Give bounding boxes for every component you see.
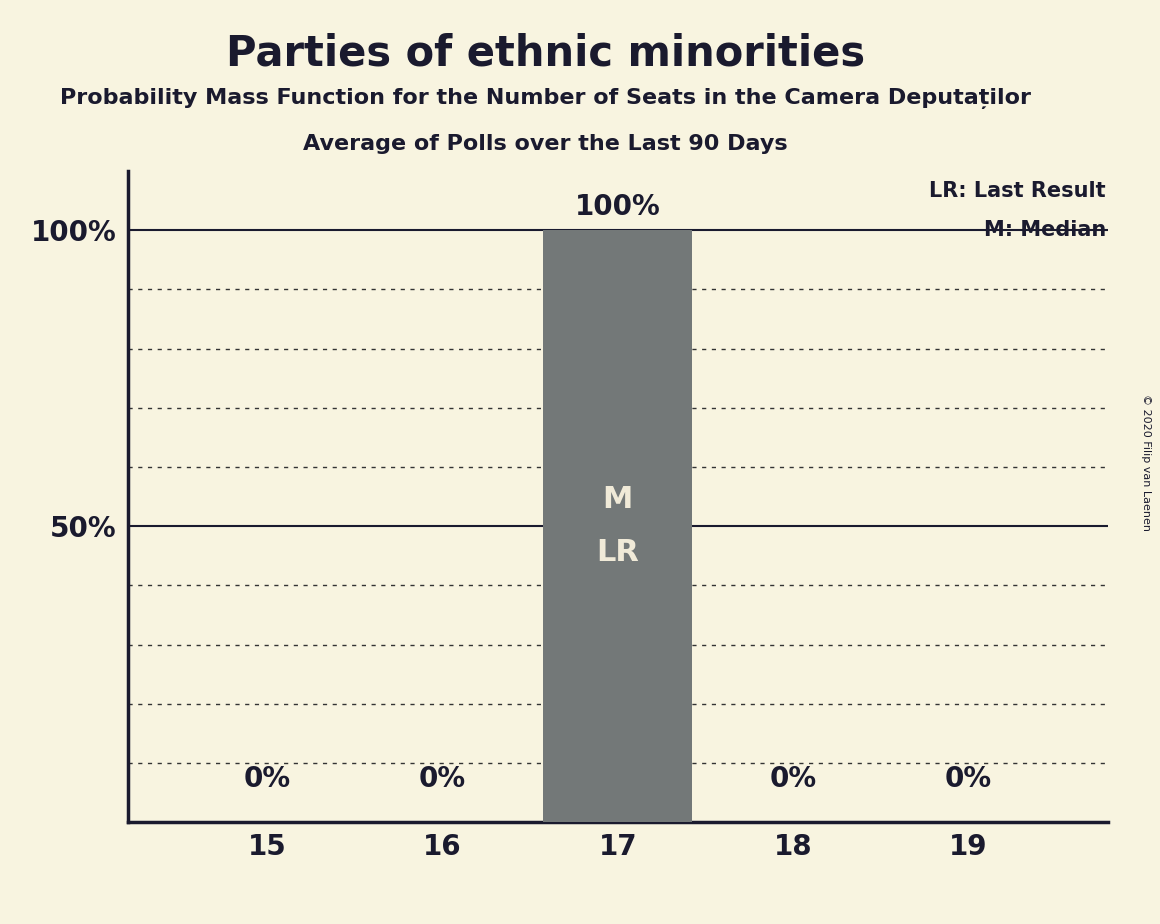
Text: © 2020 Filip van Laenen: © 2020 Filip van Laenen [1141, 394, 1151, 530]
Text: 100%: 100% [575, 193, 660, 221]
Text: 0%: 0% [769, 765, 817, 793]
Bar [543, 230, 693, 822]
Text: M: Median: M: Median [984, 220, 1105, 240]
Text: Average of Polls over the Last 90 Days: Average of Polls over the Last 90 Days [303, 134, 788, 154]
Text: 0%: 0% [419, 765, 466, 793]
Text: Parties of ethnic minorities: Parties of ethnic minorities [226, 32, 864, 74]
Text: Probability Mass Function for the Number of Seats in the Camera Deputaților: Probability Mass Function for the Number… [59, 88, 1031, 109]
Text: 0%: 0% [944, 765, 992, 793]
Text: M: M [602, 485, 633, 515]
Text: LR: Last Result: LR: Last Result [929, 181, 1105, 201]
Text: 0%: 0% [244, 765, 291, 793]
Text: LR: LR [596, 538, 639, 567]
